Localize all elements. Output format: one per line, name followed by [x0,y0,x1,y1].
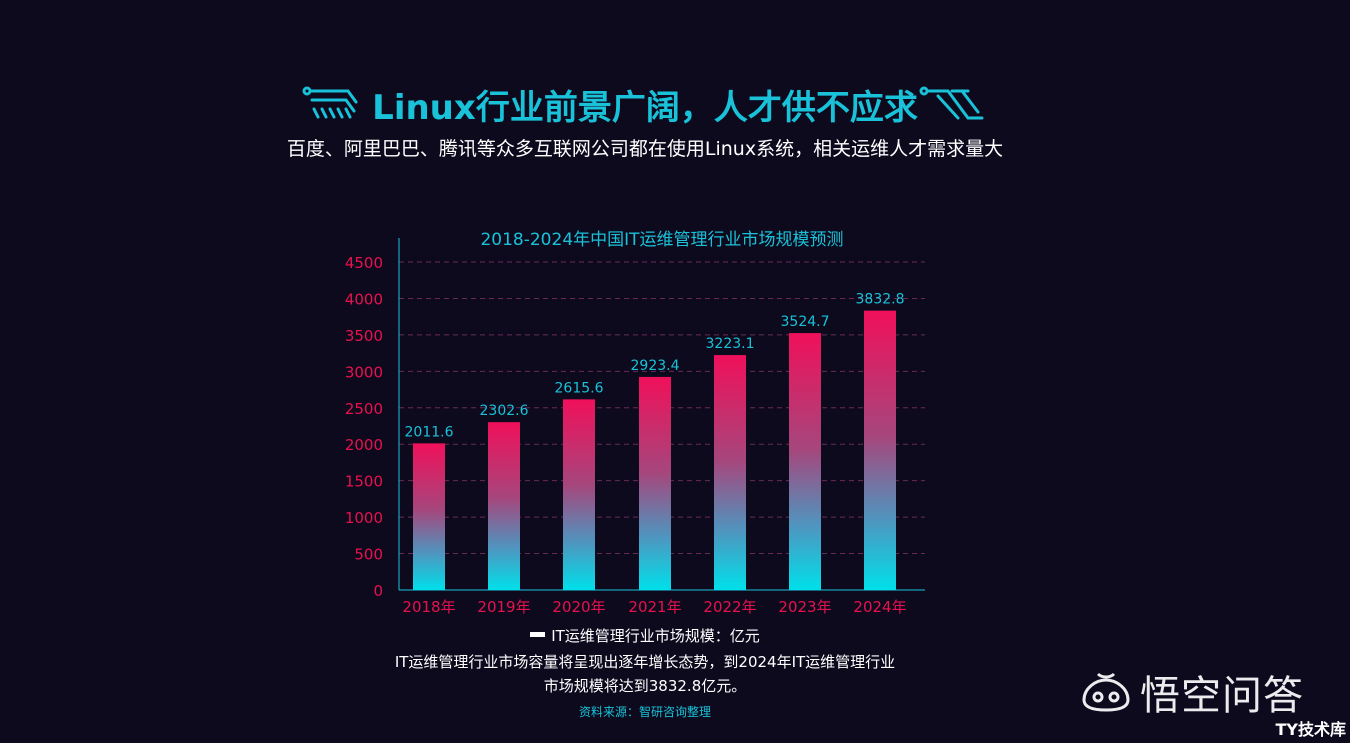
x-tick-label: 2023年 [778,598,831,616]
circuit-left-icon [302,86,358,119]
bar-value-label: 2011.6 [405,424,454,440]
y-tick-label: 2000 [345,436,383,454]
bar-value-label: 2923.4 [631,358,680,374]
bar [413,443,445,590]
bar [563,399,595,590]
note-line: 市场规模将达到3832.8亿元。 [543,677,747,695]
bar [639,376,671,590]
legend-label: IT运维管理行业市场规模：亿元 [551,627,760,645]
bar [714,355,746,590]
bar [488,422,520,590]
legend: IT运维管理行业市场规模：亿元 [0,625,1290,646]
y-tick-label: 1500 [345,473,383,491]
watermark-text: 悟空问答 [1140,673,1304,719]
y-tick-label: 500 [354,546,383,564]
bar [864,310,896,590]
bar-value-label: 3223.1 [706,336,755,352]
watermark: 悟空问答 [1078,664,1304,720]
chart-note: IT运维管理行业市场容量将呈现出逐年增长态势，到2024年IT运维管理行业 市场… [0,650,1290,698]
bar-value-label: 3524.7 [781,314,830,330]
y-tick-label: 4000 [345,290,383,308]
y-tick-label: 4500 [345,254,383,272]
bar-value-label: 2615.6 [555,380,604,396]
x-tick-label: 2021年 [628,598,681,616]
chart-title: 2018-2024年中国IT运维管理行业市场规模预测 [480,230,843,250]
y-tick-label: 2500 [345,400,383,418]
y-tick-label: 1000 [345,509,383,527]
subtitle: 百度、阿里巴巴、腾讯等众多互联网公司都在使用Linux系统，相关运维人才需求量大 [286,138,1004,160]
y-tick-label: 3000 [345,363,383,381]
x-tick-label: 2020年 [552,598,605,616]
corner-mark: TY技术库 [1275,720,1346,739]
x-tick-label: 2018年 [402,598,455,616]
source-note: 资料来源：智研咨询整理 [578,705,711,719]
x-tick-label: 2022年 [703,598,756,616]
bar-value-label: 3832.8 [856,292,905,308]
legend-swatch [530,632,546,637]
note-line: IT运维管理行业市场容量将呈现出逐年增长态势，到2024年IT运维管理行业 [394,653,896,671]
y-tick-label: 0 [373,582,383,600]
circuit-right-icon [919,86,984,120]
x-tick-label: 2024年 [853,598,906,616]
headline: Linux行业前景广阔，人才供不应求 [372,88,918,128]
wukong-logo-icon [1082,672,1130,712]
bar-value-label: 2302.6 [480,403,529,419]
y-tick-label: 3500 [345,327,383,345]
bar [789,333,821,590]
x-tick-label: 2019年 [477,598,530,616]
